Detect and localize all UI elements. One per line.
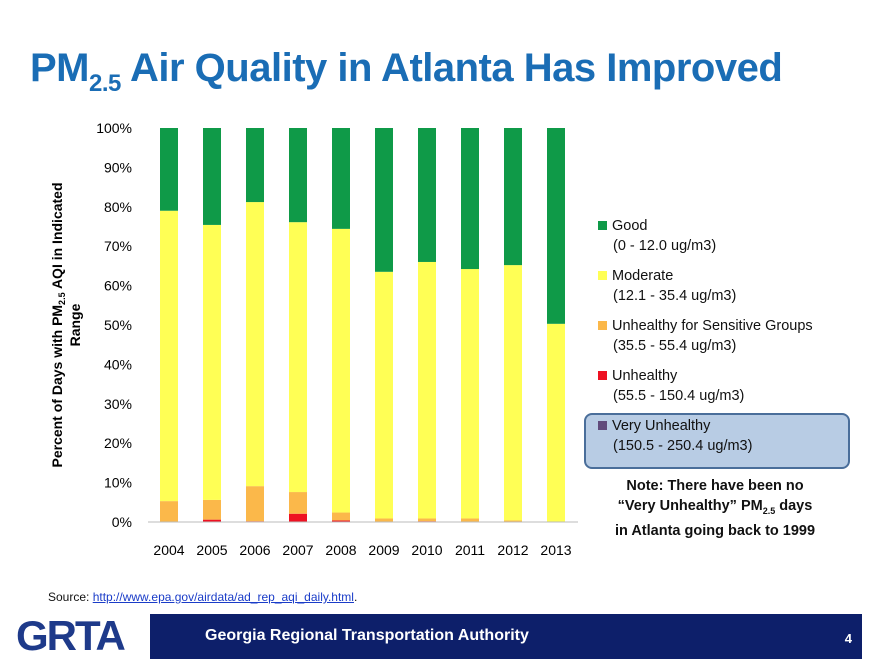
source: Source: http://www.epa.gov/airdata/ad_re… bbox=[48, 590, 358, 604]
x-tick-label: 2005 bbox=[196, 542, 227, 558]
y-tick-label: 90% bbox=[104, 159, 132, 175]
organization-name: Georgia Regional Transportation Authorit… bbox=[205, 627, 529, 644]
legend-range: (55.5 - 150.4 ug/m3) bbox=[613, 388, 745, 404]
page-number: 4 bbox=[844, 631, 852, 646]
y-tick-label: 20% bbox=[104, 435, 132, 451]
bar-segment-good bbox=[246, 128, 264, 203]
legend-label: Moderate bbox=[612, 268, 674, 284]
x-tick-label: 2012 bbox=[497, 542, 528, 558]
legend: Good (0 - 12.0 ug/m3) Moderate (12.1 - 35.4… bbox=[598, 216, 813, 466]
x-tick-label: 2010 bbox=[411, 542, 442, 558]
bar-segment-moderate bbox=[418, 261, 436, 519]
bar-segment-unhealthy-for-sensitive-groups bbox=[375, 518, 393, 522]
footer-banner: Georgia Regional Transportation Authorit… bbox=[150, 614, 862, 659]
legend-item: Unhealthy for Sensitive Groups (35.5 - 55… bbox=[598, 316, 813, 356]
legend-range: (150.5 - 250.4 ug/m3) bbox=[613, 438, 753, 454]
legend-label: Unhealthy for Sensitive Groups bbox=[612, 318, 813, 334]
bar-segment-good bbox=[547, 128, 565, 324]
bar-segment-unhealthy bbox=[332, 520, 350, 522]
source-link[interactable]: http://www.epa.gov/airdata/ad_rep_aqi_da… bbox=[92, 590, 354, 604]
bar-segment-good bbox=[504, 128, 522, 266]
y-tick-label: 50% bbox=[104, 317, 132, 333]
legend-item: Very Unhealthy (150.5 - 250.4 ug/m3) bbox=[598, 416, 813, 456]
legend-swatch bbox=[598, 221, 607, 230]
legend-range: (0 - 12.0 ug/m3) bbox=[613, 238, 717, 254]
legend-label: Very Unhealthy bbox=[612, 418, 711, 434]
y-axis-label-line2: Range bbox=[67, 303, 83, 346]
bar-segment-unhealthy bbox=[289, 513, 307, 522]
y-axis-label: Percent of Days with PM2.5 AQI in Indica… bbox=[49, 182, 67, 467]
legend-label: Unhealthy bbox=[612, 368, 678, 384]
legend-swatch bbox=[598, 321, 607, 330]
note: Note: There have been no “Very Unhealthy… bbox=[614, 478, 816, 539]
bar-segment-moderate bbox=[246, 202, 264, 487]
legend-item: Unhealthy (55.5 - 150.4 ug/m3) bbox=[598, 366, 813, 406]
y-tick-label: 80% bbox=[104, 199, 132, 215]
bar-segment-moderate bbox=[332, 228, 350, 513]
bar-segment-moderate bbox=[375, 271, 393, 519]
y-tick-label: 30% bbox=[104, 396, 132, 412]
legend-swatch bbox=[598, 371, 607, 380]
x-tick-label: 2004 bbox=[153, 542, 184, 558]
very-unhealthy-highlight bbox=[584, 413, 850, 469]
y-tick-label: 60% bbox=[104, 278, 132, 294]
bar-segment-unhealthy-for-sensitive-groups bbox=[332, 512, 350, 521]
bar-segment-moderate bbox=[547, 323, 565, 522]
bar-segment-good bbox=[160, 128, 178, 211]
bar-segment-moderate bbox=[504, 265, 522, 521]
bar-segment-good bbox=[461, 128, 479, 270]
y-tick-label: 100% bbox=[96, 120, 132, 136]
y-tick-label: 0% bbox=[112, 514, 132, 530]
x-tick-label: 2007 bbox=[282, 542, 313, 558]
bar-segment-good bbox=[332, 128, 350, 229]
bar-segment-moderate bbox=[289, 222, 307, 493]
legend-swatch bbox=[598, 421, 607, 430]
bar-segment-moderate bbox=[160, 210, 178, 502]
bar-segment-unhealthy-for-sensitive-groups bbox=[160, 501, 178, 522]
bar-segment-unhealthy bbox=[203, 519, 221, 522]
bar-segment-moderate bbox=[461, 269, 479, 519]
legend-item: Good (0 - 12.0 ug/m3) bbox=[598, 216, 813, 256]
x-tick-label: 2008 bbox=[325, 542, 356, 558]
bar-segment-unhealthy-for-sensitive-groups bbox=[418, 518, 436, 522]
y-tick-label: 10% bbox=[104, 475, 132, 491]
bar-segment-unhealthy-for-sensitive-groups bbox=[461, 518, 479, 522]
bar-segment-unhealthy-for-sensitive-groups bbox=[203, 499, 221, 520]
page-title: PM2.5 Air Quality in Atlanta Has Improve… bbox=[30, 46, 783, 97]
legend-range: (12.1 - 35.4 ug/m3) bbox=[613, 288, 737, 304]
legend-item: Moderate (12.1 - 35.4 ug/m3) bbox=[598, 266, 813, 306]
bar-segment-unhealthy-for-sensitive-groups bbox=[504, 520, 522, 522]
bar-segment-moderate bbox=[203, 224, 221, 500]
x-tick-label: 2009 bbox=[368, 542, 399, 558]
bar-segment-good bbox=[289, 128, 307, 223]
bar-segment-good bbox=[203, 128, 221, 225]
legend-label: Good bbox=[612, 218, 648, 234]
x-tick-label: 2013 bbox=[540, 542, 571, 558]
x-tick-label: 2006 bbox=[239, 542, 270, 558]
bar-segment-good bbox=[418, 128, 436, 262]
y-tick-label: 70% bbox=[104, 238, 132, 254]
grta-logo: GRTA bbox=[16, 612, 126, 659]
y-tick-label: 40% bbox=[104, 356, 132, 372]
bar-segment-unhealthy-for-sensitive-groups bbox=[289, 492, 307, 514]
bar-segment-unhealthy-for-sensitive-groups bbox=[246, 486, 264, 522]
legend-range: (35.5 - 55.4 ug/m3) bbox=[613, 338, 737, 354]
x-tick-label: 2011 bbox=[455, 542, 485, 558]
bar-segment-good bbox=[375, 128, 393, 272]
legend-swatch bbox=[598, 271, 607, 280]
